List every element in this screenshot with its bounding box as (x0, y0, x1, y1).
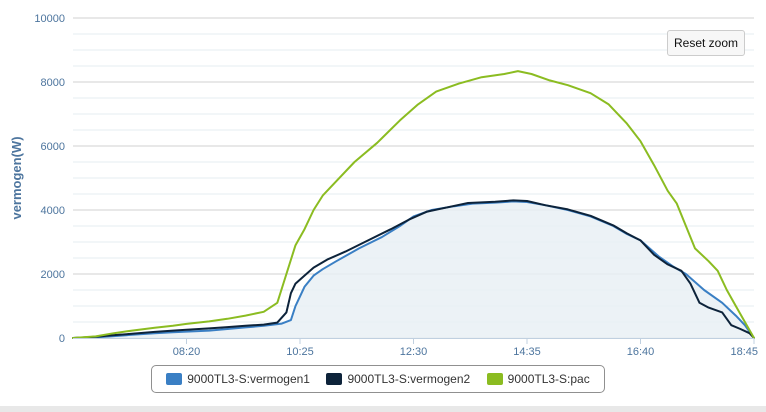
series-line-2[interactable] (72, 199, 755, 339)
legend-label: 9000TL3-S:vermogen1 (187, 372, 310, 386)
chart-area-layer (73, 201, 754, 338)
chart-legend: 9000TL3-S:vermogen1 9000TL3-S:vermogen2 90… (151, 365, 605, 393)
legend-item-2[interactable]: 9000TL3-S:vermogen2 (326, 372, 470, 386)
legend-swatch (166, 373, 183, 385)
chart-axes: 0 2000 4000 6000 8000 10000 08:20 10:25 12:30 14:… (34, 13, 758, 358)
y-tick-label: 4000 (41, 205, 65, 217)
y-tick-label: 0 (59, 333, 65, 345)
footer-strip (0, 406, 766, 412)
legend-label: 9000TL3-S:pac (507, 372, 590, 386)
series-area-1 (73, 201, 754, 338)
series-line-3[interactable] (72, 70, 755, 339)
x-tick-label: 08:20 (173, 346, 201, 358)
legend-label: 9000TL3-S:vermogen2 (347, 372, 471, 386)
y-tick-label: 8000 (41, 77, 65, 89)
x-tick-label: 12:30 (400, 346, 428, 358)
y-tick-label: 6000 (41, 141, 65, 153)
series-line-1[interactable] (72, 200, 755, 339)
y-tick-label: 2000 (41, 269, 65, 281)
legend-item-1[interactable]: 9000TL3-S:vermogen1 (166, 372, 310, 386)
reset-zoom-button[interactable]: Reset zoom (667, 30, 745, 56)
x-tick-label: 18:45 (730, 346, 758, 358)
x-tick-label: 16:40 (627, 346, 655, 358)
chart-grid (73, 17, 754, 339)
legend-swatch (326, 373, 343, 385)
legend-swatch (486, 373, 503, 385)
x-tick-label: 10:25 (286, 346, 314, 358)
x-tick-label: 14:35 (513, 346, 541, 358)
y-axis-label: vermogen(W) (9, 136, 24, 219)
y-tick-label: 10000 (34, 13, 65, 25)
legend-item-3[interactable]: 9000TL3-S:pac (486, 372, 590, 386)
chart-line-layer (72, 70, 755, 339)
